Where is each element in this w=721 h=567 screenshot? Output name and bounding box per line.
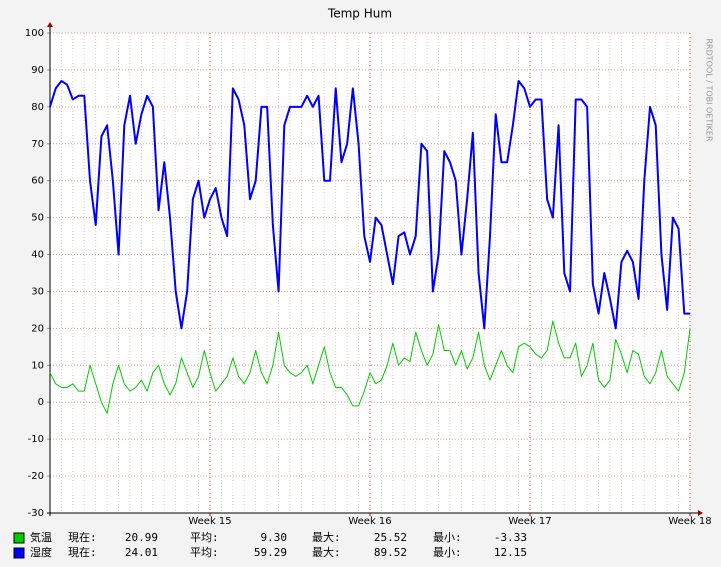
y-tick-label: 60	[31, 176, 44, 187]
y-tick-label: 100	[25, 28, 44, 39]
axis-arrow	[47, 22, 53, 27]
series-line	[49, 320, 691, 414]
x-tick-label: Week 15	[188, 516, 231, 527]
y-tick-label: 70	[31, 139, 44, 150]
stat-label: 最大:	[312, 530, 341, 544]
stat-label: 平均:	[190, 531, 219, 544]
y-tick-label: -30	[28, 508, 44, 519]
y-tick-label: 10	[31, 360, 44, 371]
stat-value: 59.29	[254, 546, 287, 559]
stat-value: -3.33	[494, 531, 527, 544]
stat-label: 平均:	[190, 546, 219, 559]
legend-label: 湿度	[30, 545, 52, 559]
stat-label: 最小:	[433, 531, 462, 544]
stat-value: 24.01	[125, 546, 158, 559]
stat-label: 現在:	[68, 546, 97, 559]
stat-value: 12.15	[494, 546, 527, 559]
y-tick-label: -20	[28, 471, 44, 482]
y-tick-label: 90	[31, 65, 44, 76]
x-tick-label: Week 16	[348, 516, 391, 527]
x-tick-label: Week 17	[508, 516, 551, 527]
series-line	[49, 80, 690, 330]
stat-value: 89.52	[374, 546, 407, 559]
stat-value: 25.52	[374, 531, 407, 544]
y-tick-label: 80	[31, 102, 44, 113]
y-tick-label: 20	[31, 323, 44, 334]
stat-label: 最小:	[433, 546, 462, 559]
legend-swatch	[13, 547, 25, 559]
legend-label: 気温	[30, 530, 52, 544]
stat-label: 最大:	[312, 545, 341, 559]
stat-value: 20.99	[125, 531, 158, 544]
y-tick-label: 30	[31, 286, 44, 297]
y-tick-label: 40	[31, 250, 44, 261]
stat-value: 9.30	[261, 531, 288, 544]
stat-label: 現在:	[68, 531, 97, 544]
chart-title: Temp Hum	[327, 7, 392, 21]
y-tick-label: 50	[31, 213, 44, 224]
x-tick-label: Week 18	[668, 516, 711, 527]
side-text: RRDTOOL / TOBI OETIKER	[705, 38, 714, 141]
y-tick-label: -10	[28, 434, 44, 445]
y-tick-label: 0	[38, 397, 44, 408]
legend-swatch	[13, 532, 25, 544]
axis-arrow	[698, 510, 703, 516]
